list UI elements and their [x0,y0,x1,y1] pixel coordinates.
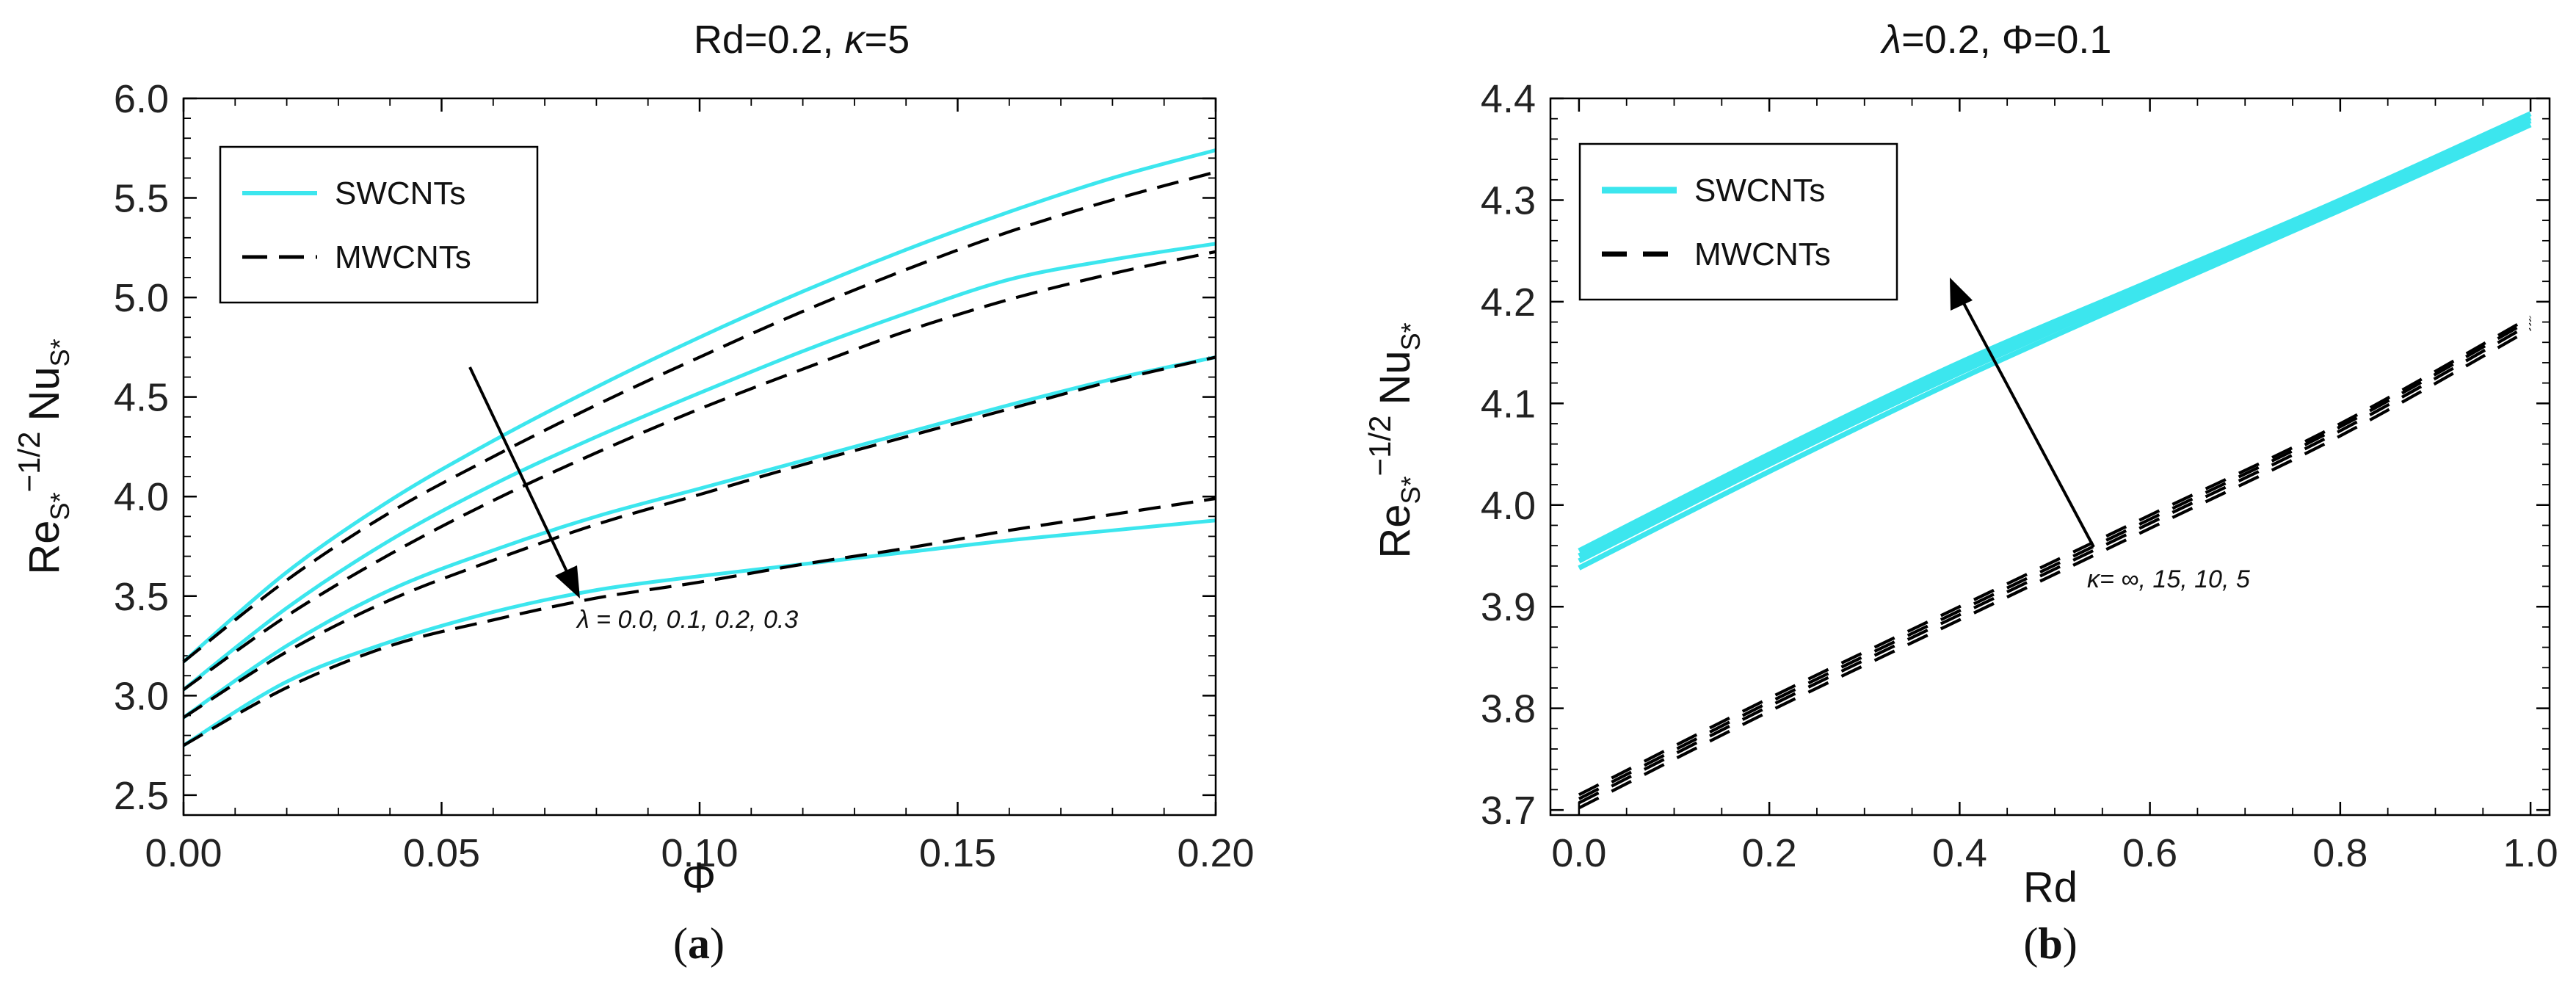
panel-a-legend-box [219,145,539,304]
panel-a-ytick-label: 6.0 [114,77,169,121]
panel-b-ytick-label: 4.1 [1481,382,1536,426]
panel-b-legend: SWCNTs MWCNTs [1578,142,1898,301]
panel-a-arrow-head [555,565,580,598]
panel-b-caption: (b) [2023,919,2077,968]
panel-a-xtick-label: 0.00 [145,831,222,875]
panel-a-ytick-label: 3.5 [114,575,169,619]
panel-b-ytick-label: 3.7 [1481,789,1536,833]
panel-a-annotation: λ = 0.0, 0.1, 0.2, 0.3 [576,606,798,634]
panel-b-series-mw-4 [1578,315,2532,797]
panel-a-legend-mwcnts-label: MWCNTs [335,239,471,275]
panel-a-plot-frame [182,97,1217,817]
panel-b-ytick-label: 4.2 [1481,280,1536,325]
panel-a-xtick-label: 0.15 [919,831,996,875]
panel-b-annotation: κ= ∞, 15, 10, 5 [2087,565,2250,593]
panel-b-ticks: 0.0 0.2 0.4 0.6 0.8 1.0 3.7 3.8 3.9 4.0 4.1 4.2 4.3 4… [1481,77,2558,875]
panel-a-series-sw-4 [182,355,1216,720]
panel-b-series-sw-0 [1578,111,2532,554]
panel-a-series [182,148,1216,747]
panel-b: λ=0.2, Φ=0.1 0.0 0.2 0.4 0.6 0.8 1.0 3.7 3.8 3.9… [1363,18,2558,968]
panel-a-arrow-shaft [468,366,574,584]
panel-a-xlabel: Φ [682,854,716,902]
panel-a-series-mw-5 [182,355,1216,719]
panel-b-series-mw-5 [1578,318,2532,800]
panel-b-ytick-label: 3.8 [1481,687,1536,731]
panel-a-title: Rd=0.2, κ=5 [694,18,910,62]
panel-a-series-mw-7 [182,496,1216,747]
panel-a-legend-swcnts-label: SWCNTs [335,175,465,211]
panel-b-plot-frame [1549,97,2551,817]
panel-a-series-sw-0 [182,148,1216,664]
panel-a: Rd=0.2, κ=5 0.00 0.05 0.10 0.15 0.20 2.5 3.0 3.… [12,18,1255,968]
panel-b-series-sw-2 [1578,118,2532,564]
panel-a-ticks: 0.00 0.05 0.10 0.15 0.20 2.5 3.0 3.5 4.0 4.5 5.0 5.… [114,77,1255,875]
panel-b-legend-mwcnts-label: MWCNTs [1694,236,1831,272]
panel-a-ytick-label: 5.5 [114,177,169,221]
panel-b-ytick-label: 4.4 [1481,77,1536,121]
panel-a-xtick-label: 0.10 [661,831,738,875]
panel-b-xtick-label: 0.6 [2122,831,2177,875]
panel-b-arrow-shaft [1957,293,2095,548]
panel-b-xtick-label: 0.2 [1742,831,1797,875]
panel-a-series-mw-3 [182,250,1216,691]
panel-a-series-sw-2 [182,242,1216,692]
panel-a-ytick-label: 5.0 [114,276,169,320]
panel-b-xtick-label: 0.8 [2312,831,2368,875]
panel-a-caption: (a) [673,919,725,968]
panel-a-series-sw-6 [182,518,1216,747]
panel-b-series-sw-1 [1578,115,2532,559]
panel-a-series-mw-1 [182,170,1216,663]
panel-b-xtick-label: 0.0 [1551,831,1606,875]
panel-b-title: λ=0.2, Φ=0.1 [1880,18,2112,62]
panel-b-series-mw-7 [1578,327,2532,810]
panel-a-ytick-label: 3.0 [114,674,169,718]
panel-b-series [1578,111,2532,810]
panel-a-ytick-label: 4.5 [114,376,169,420]
panel-b-xtick-label: 0.4 [1932,831,1987,875]
panel-b-arrow-head [1950,278,1973,311]
panel-a-xtick-label: 0.05 [403,831,480,875]
panel-b-ytick-label: 3.9 [1481,585,1536,629]
panel-a-xtick-label: 0.20 [1177,831,1254,875]
panel-b-xlabel: Rd [2023,864,2078,911]
panel-b-series-sw-3 [1578,122,2532,571]
panel-b-xtick-label: 1.0 [2503,831,2558,875]
panel-b-ylabel: ReS*−1/2NuS* [1363,322,1426,558]
panel-a-ylabel: ReS*−1/2NuS* [12,339,75,574]
panel-b-legend-swcnts-label: SWCNTs [1694,173,1825,209]
panel-b-legend-box [1578,142,1898,301]
panel-b-ytick-label: 4.3 [1481,178,1536,222]
panel-b-series-mw-6 [1578,322,2532,805]
panel-a-ytick-label: 2.5 [114,774,169,818]
panel-a-legend: SWCNTs MWCNTs [219,145,539,304]
panel-a-ytick-label: 4.0 [114,475,169,519]
panel-b-ytick-label: 4.0 [1481,484,1536,528]
